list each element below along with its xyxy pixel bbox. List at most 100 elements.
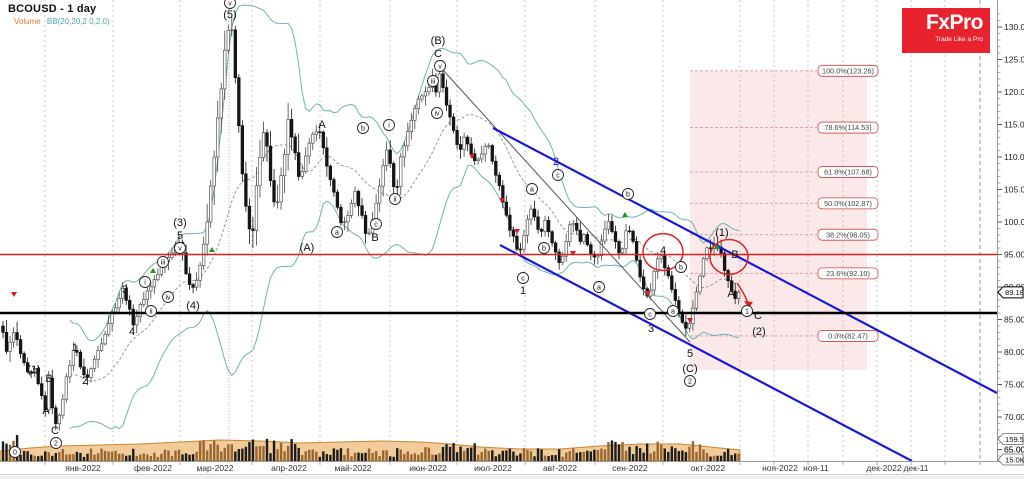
svg-text:(3): (3) xyxy=(173,217,186,229)
svg-text:авг-2022: авг-2022 xyxy=(543,463,577,473)
svg-text:B: B xyxy=(371,232,378,244)
svg-text:50.0%(102.87): 50.0%(102.87) xyxy=(824,199,872,208)
svg-text:2: 2 xyxy=(553,156,559,168)
svg-text:0: 0 xyxy=(13,450,17,457)
sell-marker-icon xyxy=(514,229,520,234)
trade-markers xyxy=(11,154,753,323)
buy-marker-icon xyxy=(714,244,720,249)
svg-text:c: c xyxy=(556,173,560,180)
svg-text:iii: iii xyxy=(161,260,166,267)
svg-text:2: 2 xyxy=(82,375,88,387)
highlight-circle xyxy=(709,238,749,276)
svg-text:апр-2022: апр-2022 xyxy=(271,463,307,473)
svg-text:c: c xyxy=(648,312,652,319)
channel-line xyxy=(492,127,998,394)
svg-text:янв-2022: янв-2022 xyxy=(65,463,101,473)
price-axis[interactable]: 130.00 125.00 120.00 115.00 110.00 105.00 100.… xyxy=(997,0,1024,479)
svg-text:c: c xyxy=(374,222,378,229)
sell-marker-icon xyxy=(499,198,505,203)
svg-text:38.2%(98.05): 38.2%(98.05) xyxy=(826,230,870,239)
svg-text:1: 1 xyxy=(745,309,749,316)
svg-text:78.6%(114.53): 78.6%(114.53) xyxy=(824,123,871,132)
svg-text:159.5K: 159.5K xyxy=(1005,435,1024,444)
svg-text:iv: iv xyxy=(434,111,440,118)
elliott-wave-labels: (5)(B)CAB(A)(3)5(4)(1)BAC123412435(C)(1)… xyxy=(9,0,766,458)
svg-text:85.00: 85.00 xyxy=(1004,315,1024,325)
svg-text:ii: ii xyxy=(149,309,153,316)
svg-text:0.0%(82.47): 0.0%(82.47) xyxy=(828,332,868,341)
svg-text:100.0%(123.26): 100.0%(123.26) xyxy=(822,66,874,75)
svg-text:ii: ii xyxy=(393,197,397,204)
svg-text:a: a xyxy=(597,285,601,292)
svg-text:C: C xyxy=(754,310,762,322)
svg-text:b: b xyxy=(626,192,630,199)
fxpro-logo-text: FxPro xyxy=(925,11,984,34)
sell-marker-icon xyxy=(645,291,651,296)
bb-upper-band xyxy=(69,4,739,342)
svg-text:B: B xyxy=(45,373,52,385)
svg-text:a: a xyxy=(530,187,534,194)
horizontal-scrollbar[interactable] xyxy=(0,475,1024,479)
svg-text:(4): (4) xyxy=(186,300,199,312)
sell-marker-icon xyxy=(11,292,17,297)
svg-text:5: 5 xyxy=(177,230,183,242)
volume-pane xyxy=(0,435,741,462)
svg-text:июн-2022: июн-2022 xyxy=(409,463,447,473)
highlight-circle xyxy=(642,232,684,272)
svg-text:3: 3 xyxy=(648,323,654,335)
svg-text:23.6%(92.10): 23.6%(92.10) xyxy=(826,269,870,278)
svg-text:ноя-11: ноя-11 xyxy=(803,463,829,473)
svg-text:c: c xyxy=(521,276,525,283)
svg-text:(A): (A) xyxy=(300,242,315,254)
svg-text:b: b xyxy=(542,246,546,253)
svg-text:дек-2022: дек-2022 xyxy=(866,463,901,473)
svg-text:ноя-2022: ноя-2022 xyxy=(762,463,798,473)
svg-text:120.00: 120.00 xyxy=(1004,87,1024,97)
fibonacci-retracement xyxy=(690,70,867,370)
bb-lower-band xyxy=(69,164,739,430)
sell-marker-icon xyxy=(570,251,576,256)
svg-text:окт-2022: окт-2022 xyxy=(691,463,725,473)
svg-text:C: C xyxy=(434,48,442,60)
bollinger-bands xyxy=(69,4,739,430)
svg-text:i: i xyxy=(144,280,146,287)
svg-text:a: a xyxy=(335,230,339,237)
svg-text:A: A xyxy=(318,119,326,131)
fxpro-logo-tagline: Trade Like a Pro xyxy=(935,36,983,43)
trendline xyxy=(442,69,691,343)
svg-text:2: 2 xyxy=(688,379,692,386)
axis-tags: 65.00 89.18 159.5K 15.0K xyxy=(997,286,1024,466)
svg-text:100.00: 100.00 xyxy=(1004,217,1024,227)
candles xyxy=(1,16,741,431)
svg-text:(2): (2) xyxy=(752,326,765,338)
svg-text:(B): (B) xyxy=(431,35,446,47)
svg-text:v: v xyxy=(438,64,442,71)
svg-text:1: 1 xyxy=(72,342,78,354)
svg-text:C: C xyxy=(51,425,59,437)
svg-text:95.00: 95.00 xyxy=(1004,250,1024,260)
sell-marker-icon xyxy=(687,318,693,323)
svg-text:a: a xyxy=(671,309,675,316)
svg-text:A: A xyxy=(42,405,50,417)
svg-text:i: i xyxy=(388,123,390,130)
fibonacci-labels: 100.0%(123.26) 78.6%(114.53) 61.8%(107.68)… xyxy=(817,64,879,342)
svg-text:70.00: 70.00 xyxy=(1004,412,1024,422)
buy-marker-icon xyxy=(622,212,628,217)
svg-text:b: b xyxy=(361,126,365,133)
svg-text:5: 5 xyxy=(687,348,693,360)
svg-text:фев-2022: фев-2022 xyxy=(134,463,172,473)
svg-text:65.00: 65.00 xyxy=(1004,445,1024,455)
drawn-lines xyxy=(0,69,998,462)
svg-text:115.00: 115.00 xyxy=(1004,120,1024,130)
buy-marker-icon xyxy=(150,268,156,273)
svg-text:3: 3 xyxy=(122,284,128,296)
svg-text:1: 1 xyxy=(520,285,526,297)
time-axis[interactable]: янв-2022 фев-2022 мар-2022 апр-2022 май-2022… xyxy=(0,461,1024,479)
svg-text:b: b xyxy=(679,265,683,272)
svg-text:B: B xyxy=(731,249,738,261)
svg-text:110.00: 110.00 xyxy=(1004,152,1024,162)
svg-text:4: 4 xyxy=(129,326,135,338)
svg-text:iv: iv xyxy=(165,295,171,302)
fxpro-logo: FxPro Trade Like a Pro xyxy=(902,8,990,53)
